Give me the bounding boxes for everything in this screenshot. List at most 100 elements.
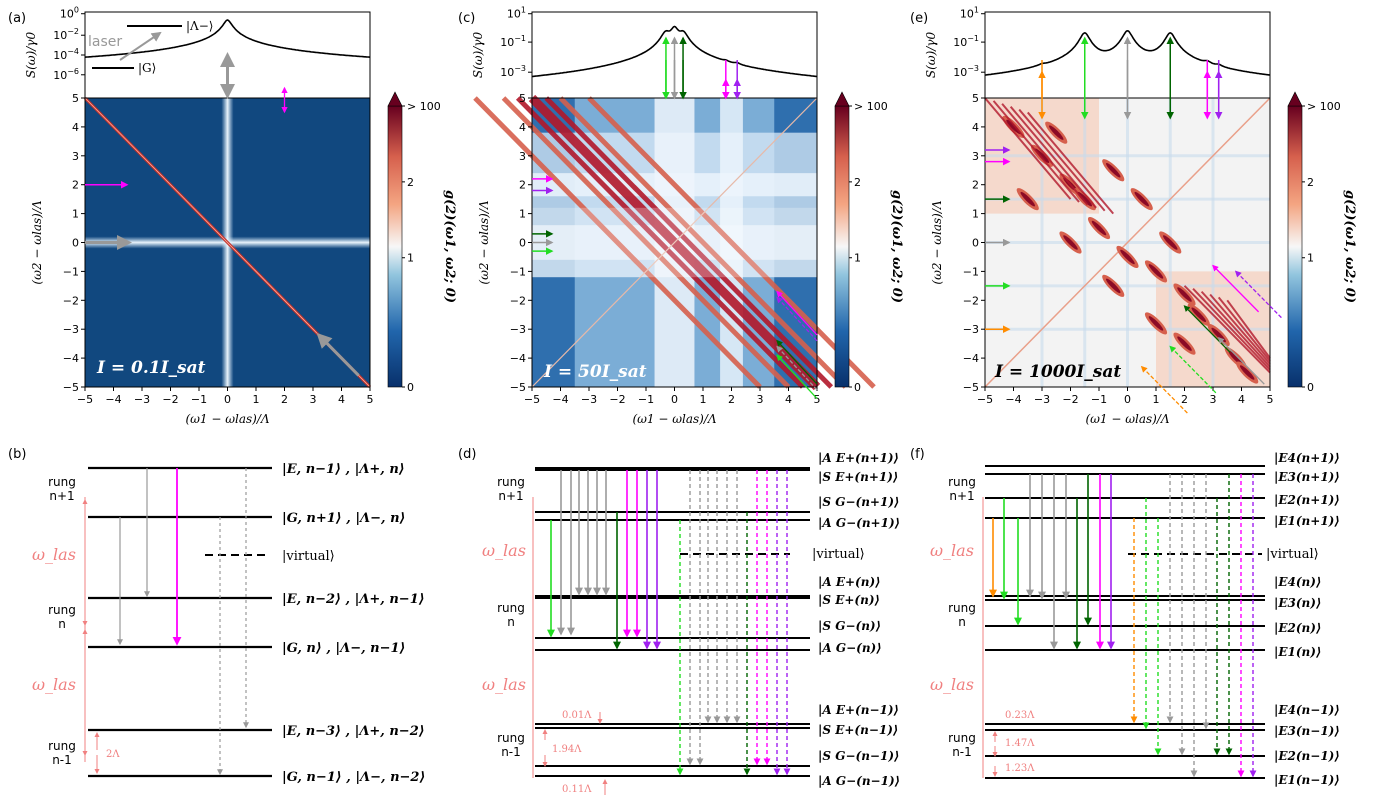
gap-label: 1.47Λ	[1005, 738, 1035, 749]
level-label: |E2(n+1)⟩	[1274, 493, 1340, 507]
spectrum-tick-label: 10−1	[953, 34, 979, 49]
level-label: |E3(n−1)⟩	[1274, 724, 1340, 738]
colorbar-tick-label: 1	[854, 252, 861, 265]
y-tick-label: 4	[519, 121, 526, 134]
diag-arrow	[1217, 336, 1265, 385]
x-tick-label: 0	[671, 393, 678, 406]
level-label: |A E+(n)⟩	[818, 575, 881, 589]
rung-label: n-1	[52, 753, 72, 767]
y-tick-label: 3	[972, 150, 979, 163]
level-label: |E4(n)⟩	[1274, 575, 1321, 589]
heatmap-blob-core	[1091, 220, 1107, 236]
spectrum-curve-e	[984, 29, 1271, 76]
colorbar	[834, 105, 850, 388]
y-tick-label: 1	[972, 208, 979, 221]
y-tick-label: 1	[519, 208, 526, 221]
gap-label: 2Λ	[106, 749, 120, 760]
heatmap-stripe	[1200, 290, 1271, 368]
diag-arrow	[776, 339, 818, 385]
panel-label: (f)	[910, 447, 925, 462]
virtual-label: |virtual⟩	[1266, 547, 1319, 562]
colorbar-tick-label: 2	[854, 176, 861, 189]
x-tick-label: 3	[310, 393, 317, 406]
x-tick-label: −5	[77, 393, 93, 406]
x-axis-label: (ω1 − ωlas)/Λ	[632, 412, 716, 426]
omega-label: ω_las	[482, 541, 526, 560]
heatmap-blob-core	[1034, 148, 1050, 164]
heatmap-blob-core	[1177, 336, 1192, 351]
y-tick-label: 4	[72, 121, 79, 134]
colorbar-label: g(2)(ω1, ω2; 0)	[889, 190, 904, 303]
level-label: |S E+(n−1)⟩	[818, 723, 898, 737]
omega-label: ω_las	[32, 545, 76, 564]
heatmap-diagonal	[531, 97, 818, 388]
y-tick-label: 0	[519, 237, 526, 250]
heatmap-antidiagonal-stripe	[587, 96, 876, 389]
x-tick-label: −3	[134, 393, 150, 406]
y-tick-label: 3	[519, 150, 526, 163]
omega-label: ω_las	[930, 541, 974, 560]
y-tick-label: −3	[963, 323, 979, 336]
x-tick-label: −5	[524, 393, 540, 406]
spectrum-curve-a	[84, 19, 371, 58]
y-axis-label: (ω2 − ωlas)/Λ	[477, 200, 491, 284]
panel-label: (e)	[910, 11, 928, 26]
rung-label: rung	[948, 475, 976, 489]
level-label: |A E+(n−1)⟩	[818, 703, 899, 717]
level-label: |E4(n−1)⟩	[1274, 703, 1340, 717]
rung-label: rung	[497, 601, 525, 615]
heatmap-diagonal	[984, 97, 1271, 388]
x-tick-label: −1	[1091, 393, 1107, 406]
heatmap-stripe	[984, 97, 1072, 200]
x-tick-label: 4	[338, 393, 345, 406]
heatmap-blob-core	[1020, 191, 1035, 207]
rung-label: n	[958, 615, 966, 629]
x-tick-label: 1	[700, 393, 707, 406]
x-tick-label: 2	[728, 393, 735, 406]
spectrum-tick-label: 101	[507, 6, 526, 21]
diag-arrow	[1169, 345, 1217, 394]
colorbar	[1287, 105, 1303, 388]
heatmap-blob-core	[1006, 119, 1021, 135]
y-tick-label: −4	[63, 352, 79, 365]
rung-label: rung	[48, 739, 76, 753]
y-tick-label: −2	[63, 294, 79, 307]
heatmap-antidiagonal-stripe	[544, 96, 834, 389]
level-label: |virtual⟩	[282, 549, 335, 564]
y-tick-label: 2	[519, 179, 526, 192]
x-tick-label: −2	[609, 393, 625, 406]
level-label: |E1(n−1)⟩	[1274, 773, 1340, 787]
y-axis-label: (ω2 − ωlas)/Λ	[930, 200, 944, 284]
y-tick-label: −1	[510, 265, 526, 278]
level-label: |E1(n)⟩	[1274, 645, 1321, 659]
heatmap-antidiagonal-stripe	[501, 96, 791, 389]
colorbar-tick-label: > 100	[407, 100, 441, 113]
colorbar-tick-label: 2	[407, 176, 414, 189]
level-label: |E3(n+1)⟩	[1274, 470, 1340, 484]
heatmap-blob-core	[1148, 316, 1164, 331]
level-label: |G, n−1⟩ , |Λ−, n−2⟩	[282, 770, 425, 785]
heatmap-stripe	[1026, 111, 1115, 215]
gap-label: 0.23Λ	[1005, 710, 1035, 721]
diag-arrow	[776, 345, 818, 391]
omega-label: ω_las	[930, 675, 974, 694]
inset-upper-label: |Λ−⟩	[186, 19, 213, 33]
y-tick-label: −5	[963, 381, 979, 394]
x-tick-label: −2	[162, 393, 178, 406]
intensity-label: I = 50I_sat	[543, 362, 647, 382]
level-label: |S E+(n+1)⟩	[818, 470, 898, 484]
y-tick-label: 2	[972, 179, 979, 192]
y-tick-label: 5	[519, 92, 526, 105]
y-tick-label: −1	[63, 265, 79, 278]
level-label: |A E+(n+1)⟩	[818, 451, 899, 465]
y-tick-label: 5	[72, 92, 79, 105]
intensity-label: I = 0.1I_sat	[96, 358, 206, 378]
y-tick-label: −2	[510, 294, 526, 307]
heatmap-blob-core	[1191, 307, 1206, 322]
panel-label: (c)	[458, 11, 475, 26]
x-tick-label: −4	[105, 393, 121, 406]
heatmap-blob-core	[1177, 287, 1192, 302]
level-label: |E2(n)⟩	[1274, 621, 1321, 635]
x-tick-label: 2	[281, 393, 288, 406]
